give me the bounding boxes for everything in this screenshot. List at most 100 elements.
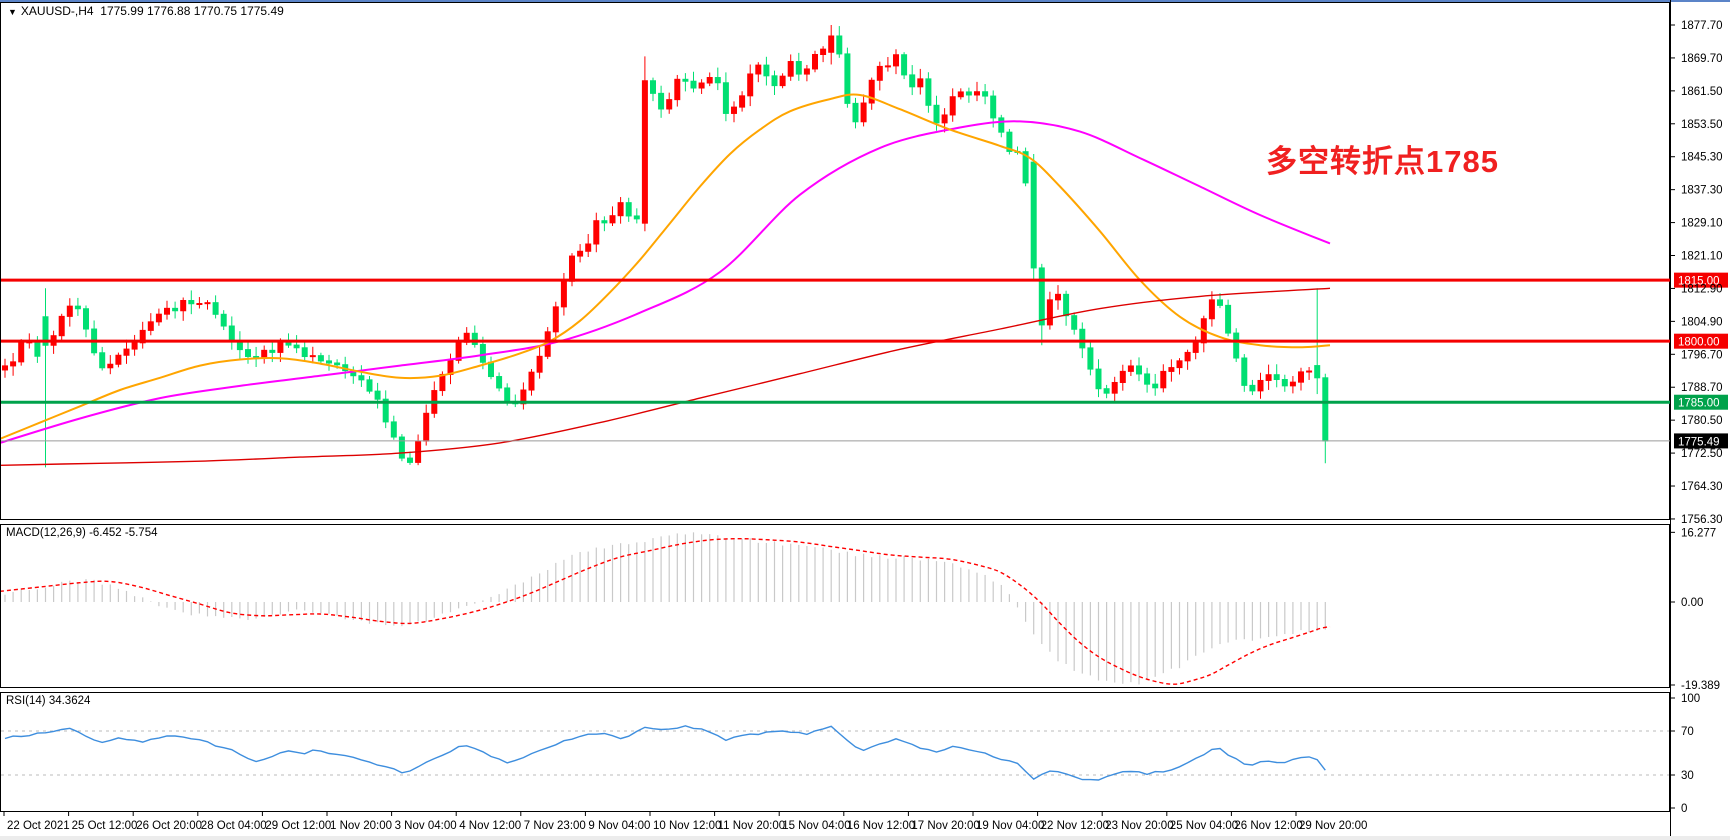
candle-down bbox=[982, 91, 989, 97]
candle-up bbox=[147, 321, 154, 331]
candle-down bbox=[1217, 299, 1223, 306]
time-axis-label: 16 Nov 12:00 bbox=[847, 820, 915, 832]
time-axis-label: 9 Nov 04:00 bbox=[588, 820, 650, 832]
bid-price-label-box bbox=[1674, 433, 1728, 449]
candle-down bbox=[909, 74, 916, 88]
time-axis-label: 22 Nov 12:00 bbox=[1041, 820, 1109, 832]
candle-down bbox=[901, 54, 908, 76]
candle-up bbox=[706, 77, 713, 84]
time-axis-label: 26 Nov 12:00 bbox=[1234, 820, 1302, 832]
candle-down bbox=[326, 360, 332, 364]
candle-up bbox=[787, 61, 794, 77]
candle-up bbox=[10, 361, 17, 367]
candle-down bbox=[844, 53, 851, 104]
candle-down bbox=[1079, 328, 1086, 349]
candle-up bbox=[860, 102, 867, 123]
candle-down bbox=[650, 80, 656, 94]
price-axis-label: 1764.30 bbox=[1681, 481, 1723, 493]
candle-down bbox=[504, 387, 511, 402]
collapse-indicator-icon[interactable]: ▼ bbox=[8, 7, 17, 17]
candle-up bbox=[803, 68, 810, 75]
candle-up bbox=[1192, 342, 1199, 353]
ohlc-quote-label: 1775.99 1776.88 1770.75 1775.49 bbox=[100, 4, 284, 18]
candle-down bbox=[172, 307, 179, 312]
candle-up bbox=[520, 389, 527, 405]
price-axis-label: 1829.10 bbox=[1681, 218, 1723, 230]
candle-up bbox=[755, 64, 762, 75]
candle-down bbox=[188, 300, 195, 305]
candle-down bbox=[407, 457, 413, 463]
macd-panel-content bbox=[1, 532, 1331, 685]
time-axis-label: 22 Oct 2021 bbox=[7, 820, 70, 832]
candle-up bbox=[18, 342, 25, 363]
candle-down bbox=[366, 379, 373, 392]
price-axis-label: 1837.30 bbox=[1681, 185, 1723, 197]
candle-up bbox=[674, 78, 681, 101]
candle-up bbox=[139, 329, 146, 344]
time-axis-label: 25 Nov 04:00 bbox=[1170, 820, 1238, 832]
candle-down bbox=[245, 349, 251, 357]
price-axis-label: 1796.70 bbox=[1681, 349, 1723, 361]
candle-up bbox=[1160, 370, 1167, 389]
candle-down bbox=[34, 340, 41, 357]
candle-up bbox=[828, 35, 835, 53]
candle-up bbox=[528, 371, 535, 391]
candle-down bbox=[1087, 347, 1094, 370]
candle-up bbox=[820, 48, 827, 55]
price-level-label: 1785.00 bbox=[1678, 398, 1720, 410]
candle-up bbox=[949, 96, 956, 116]
rsi-line bbox=[4, 725, 1326, 781]
candle-up bbox=[941, 114, 948, 124]
candle-down bbox=[625, 202, 632, 217]
candle-up bbox=[552, 306, 559, 333]
candle-up bbox=[957, 91, 964, 98]
price-axis-label: 1804.90 bbox=[1681, 316, 1723, 328]
candle-up bbox=[1306, 370, 1313, 373]
bull-bear-pivot-annotation: 多空转折点1785 bbox=[1266, 144, 1499, 179]
time-axis-label: 28 Oct 04:00 bbox=[201, 820, 267, 832]
candle-down bbox=[998, 117, 1005, 133]
candle-down bbox=[398, 436, 405, 459]
candle-down bbox=[317, 355, 324, 362]
candle-down bbox=[1006, 131, 1013, 152]
candle-up bbox=[893, 54, 899, 67]
bid-price-label: 1775.49 bbox=[1678, 436, 1720, 448]
time-axis-label: 25 Oct 12:00 bbox=[72, 820, 138, 832]
candle-up bbox=[423, 412, 430, 442]
chart-title-bar: ▼ XAUUSD-,H4 1775.99 1776.88 1770.75 1775… bbox=[8, 4, 284, 18]
candle-up bbox=[1298, 371, 1304, 383]
time-axis-label: 11 Nov 20:00 bbox=[718, 820, 786, 832]
candle-down bbox=[1103, 388, 1110, 394]
candle-up bbox=[1265, 374, 1272, 381]
candle-up bbox=[1257, 379, 1264, 392]
candle-up bbox=[666, 99, 673, 110]
candle-down bbox=[990, 95, 997, 119]
candle-up bbox=[58, 315, 65, 337]
candle-down bbox=[1233, 332, 1240, 359]
candle-up bbox=[1111, 381, 1118, 394]
macd-panel[interactable] bbox=[0, 524, 1670, 688]
candle-up bbox=[868, 79, 875, 104]
macd-indicator-label: MACD(12,26,9) -6.452 -5.754 bbox=[6, 527, 158, 539]
price-axis-label: 1877.70 bbox=[1681, 20, 1723, 32]
candle-down bbox=[488, 361, 494, 378]
candle-up bbox=[277, 341, 284, 353]
candle-down bbox=[763, 64, 770, 77]
rsi-panel[interactable] bbox=[0, 692, 1670, 812]
candle-down bbox=[1152, 383, 1159, 389]
candle-up bbox=[876, 65, 883, 81]
main-price-panel[interactable] bbox=[0, 2, 1670, 520]
candle-up bbox=[569, 255, 575, 282]
candle-down bbox=[496, 376, 503, 389]
candle-down bbox=[285, 341, 292, 346]
candle-up bbox=[1208, 299, 1215, 320]
rsi-axis-label: 70 bbox=[1681, 726, 1694, 738]
candle-down bbox=[293, 344, 300, 349]
ma-mid-line-magenta bbox=[1, 120, 1331, 444]
candle-up bbox=[884, 65, 891, 68]
candle-down bbox=[965, 91, 972, 96]
candle-up bbox=[261, 349, 268, 358]
